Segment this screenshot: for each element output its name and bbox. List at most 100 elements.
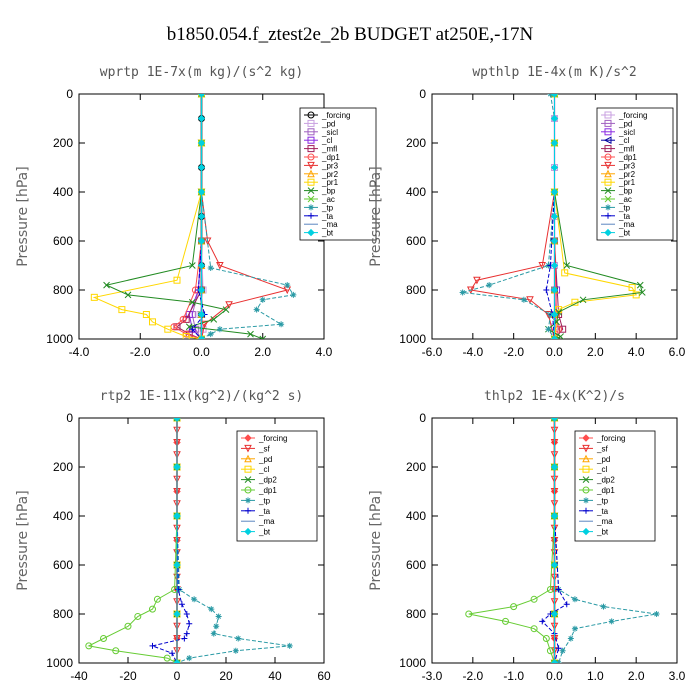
data-point [216,326,223,333]
legend-entry: _ta [618,212,631,221]
y-tick-label: 0 [419,87,426,101]
figure-title: b1850.054.f_ztest2e_2b BUDGET at250E,-17… [167,24,534,45]
y-tick-label: 200 [406,136,426,150]
data-point [571,596,578,603]
data-point [124,622,132,630]
data-point [563,262,571,269]
data-point [550,512,559,520]
data-point [197,286,206,294]
data-point [561,269,569,277]
legend-marker [308,212,314,219]
legend-marker [604,111,612,119]
data-point [134,612,142,620]
data-point [208,606,215,613]
x-tick-label: -6.0 [422,345,443,359]
legend-entry: _bt [258,528,271,537]
legend-marker [582,434,590,442]
data-point [546,586,554,593]
data-point [579,296,587,304]
x-tick-label: 4.0 [628,345,645,359]
x-tick-label: -3.0 [422,669,443,683]
data-point [179,315,187,323]
data-point [555,645,562,652]
data-point [550,139,559,147]
x-tick-label: -4.0 [462,345,483,359]
legend-entry: _sf [596,444,608,453]
data-point [638,289,646,296]
legend-entry: _bt [618,229,631,238]
data-point [173,512,181,520]
legend-marker [603,136,612,145]
data-point [550,659,559,663]
legend-marker [605,204,611,211]
legend-marker [604,145,612,153]
x-tick-label: 4.0 [316,345,333,359]
data-point [213,623,220,630]
legend-marker [307,161,315,170]
series-layer [465,418,660,663]
data-point [191,596,198,603]
data-point [178,601,185,608]
data-point [90,293,98,301]
legend-marker [245,497,251,504]
data-point [188,262,196,269]
data-point [232,647,239,654]
legend-entry: _mfl [321,145,337,154]
data-point [259,335,267,339]
data-point [465,610,473,618]
data-point [200,320,209,329]
legend-entry: _cl [321,136,332,145]
legend-marker [604,153,612,161]
chart-panel-2: wpthlp 1E-4x(m K)/s^2 Pressure [hPa] -6.0 -… [368,65,686,359]
y-axis-label: Pressure [hPa] [368,166,384,266]
x-tick-label: -4.0 [69,345,90,359]
y-tick-label: 1000 [46,332,73,346]
data-point [555,586,562,593]
y-tick-label: 600 [406,558,426,572]
legend-entry: _ma [321,220,338,229]
legend-marker [308,204,314,211]
data-point [173,463,181,471]
legend-marker [604,161,612,170]
data-point [173,561,181,569]
data-point [203,237,212,246]
legend-marker [307,145,315,153]
data-point [197,139,206,147]
data-point [502,617,509,625]
data-point [600,603,607,610]
y-tick-label: 1000 [399,332,426,346]
y-tick-label: 600 [53,558,73,572]
data-point [186,620,193,627]
y-tick-label: 0 [66,411,73,425]
data-point [550,261,559,270]
legend-entry: _pr1 [321,178,339,187]
data-point [557,333,564,339]
data-point [550,561,559,569]
legend-entry: _dp1 [258,486,277,495]
y-tick-label: 800 [53,607,73,621]
x-tick-label: 6.0 [669,345,686,359]
series-line-dp1 [468,418,555,663]
legend-marker [583,497,589,504]
legend-marker [583,507,589,514]
legend-entry: _pd [596,455,610,464]
legend-marker [307,169,315,178]
data-point [550,114,559,123]
data-point [286,642,293,649]
data-point [559,647,566,654]
y-tick-label: 400 [406,509,426,523]
legend-entry: _tp [321,203,334,212]
y-axis-label: Pressure [hPa] [15,490,31,590]
y-tick-label: 400 [406,185,426,199]
data-point [112,647,120,655]
legend-entry: _dp1 [618,153,637,162]
chart-title: rtp2 1E-11x(kg^2)/(kg^2 s) [100,389,304,404]
data-point [222,306,230,313]
legend-entry: _cl [596,465,607,474]
data-point [550,286,559,294]
data-point [546,647,554,655]
data-point [550,335,559,339]
x-tick-label: 2.0 [587,345,604,359]
data-point [539,618,546,625]
legend-marker [307,178,315,186]
